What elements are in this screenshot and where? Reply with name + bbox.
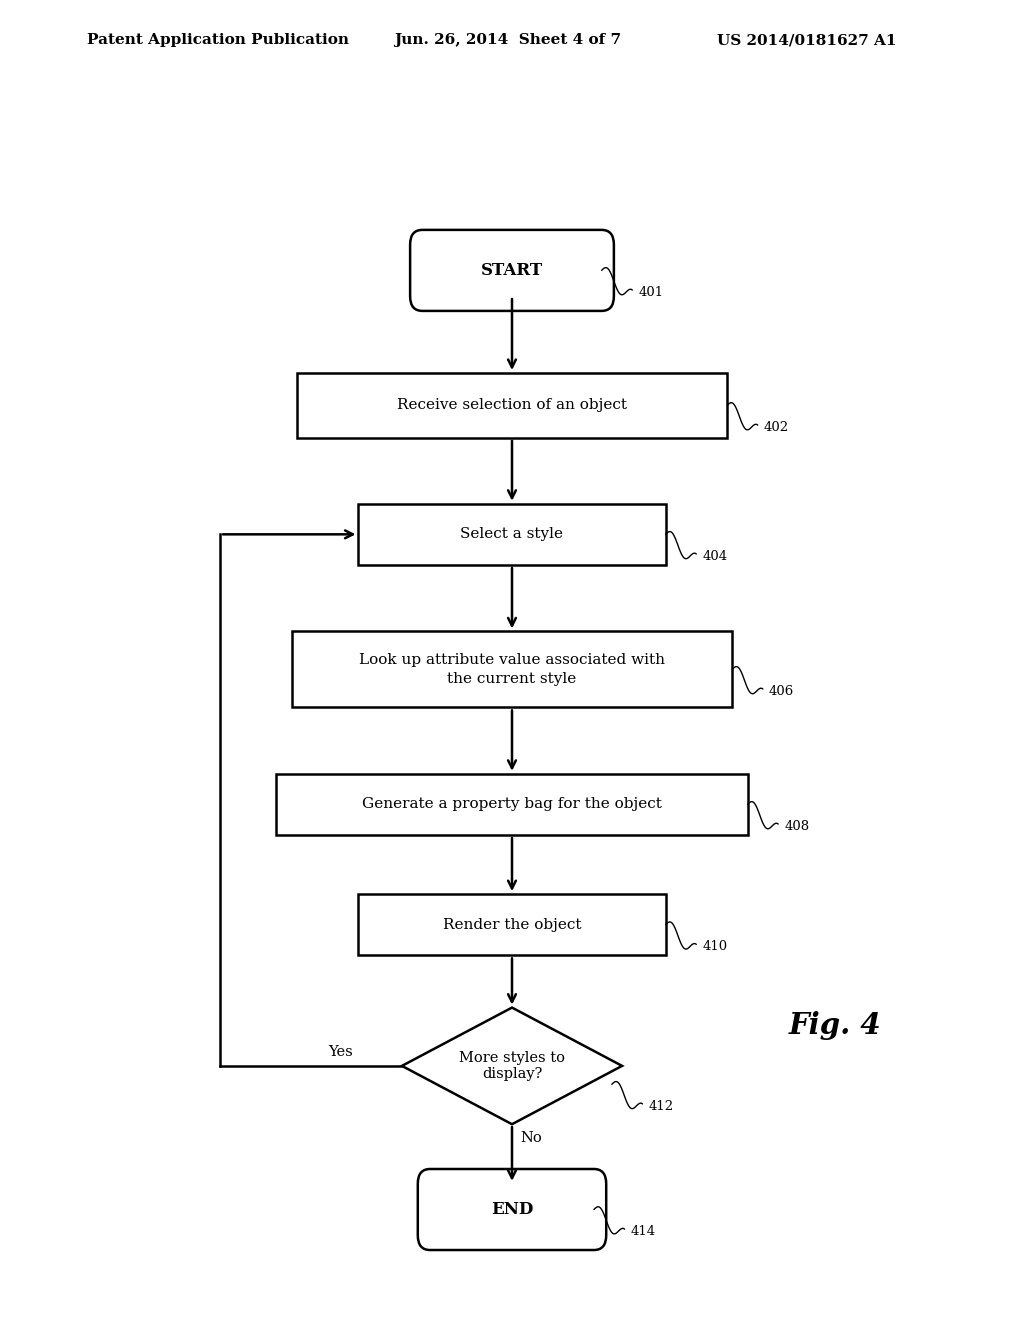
Text: Generate a property bag for the object: Generate a property bag for the object <box>362 797 662 812</box>
Text: 402: 402 <box>764 421 790 434</box>
Text: Jun. 26, 2014  Sheet 4 of 7: Jun. 26, 2014 Sheet 4 of 7 <box>394 33 622 48</box>
Text: START: START <box>481 261 543 279</box>
Text: Fig. 4: Fig. 4 <box>788 1011 881 1040</box>
Text: 404: 404 <box>702 550 728 562</box>
Text: 406: 406 <box>769 685 795 698</box>
Text: 401: 401 <box>639 286 664 300</box>
Text: 410: 410 <box>702 940 728 953</box>
Text: Receive selection of an object: Receive selection of an object <box>397 399 627 412</box>
FancyBboxPatch shape <box>410 230 613 312</box>
Text: 414: 414 <box>631 1225 656 1238</box>
Text: US 2014/0181627 A1: US 2014/0181627 A1 <box>717 33 896 48</box>
Bar <box>297 374 727 438</box>
Text: Patent Application Publication: Patent Application Publication <box>87 33 349 48</box>
Text: More styles to
display?: More styles to display? <box>459 1051 565 1081</box>
Text: Look up attribute value associated with
the current style: Look up attribute value associated with … <box>359 653 665 685</box>
Text: 412: 412 <box>649 1100 674 1113</box>
Text: No: No <box>520 1131 542 1146</box>
Text: Render the object: Render the object <box>442 917 582 932</box>
Text: Yes: Yes <box>329 1045 353 1060</box>
Bar <box>358 894 666 956</box>
Bar <box>358 504 666 565</box>
FancyBboxPatch shape <box>418 1170 606 1250</box>
Text: Select a style: Select a style <box>461 527 563 541</box>
Text: END: END <box>490 1201 534 1218</box>
Bar <box>292 631 732 708</box>
Text: 408: 408 <box>784 820 810 833</box>
Polygon shape <box>401 1007 623 1125</box>
Bar <box>276 774 748 836</box>
